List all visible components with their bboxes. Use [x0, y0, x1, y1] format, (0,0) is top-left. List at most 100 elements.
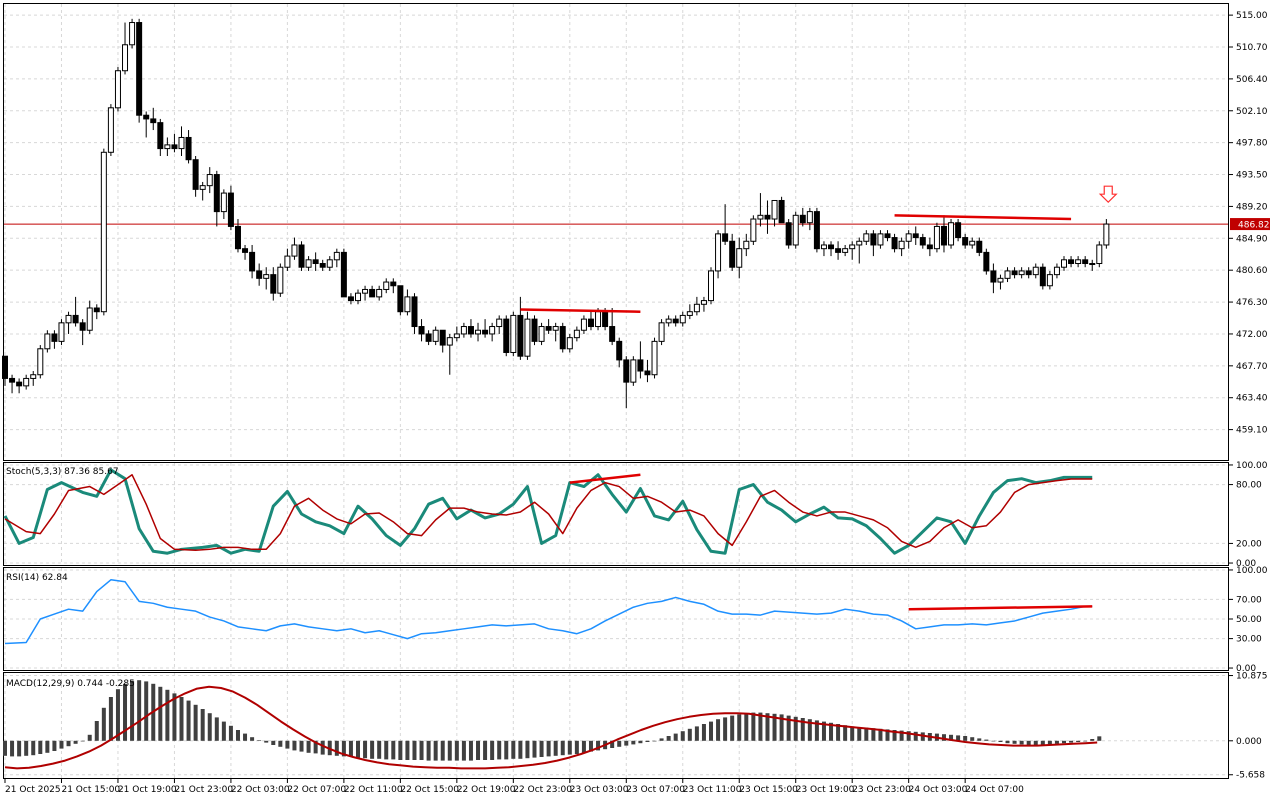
candle-body — [545, 326, 552, 331]
candle-body — [425, 333, 432, 342]
macd-histogram-bar — [716, 719, 721, 741]
price-tick-label: 493.50 — [1236, 171, 1268, 181]
macd-histogram-bar — [638, 740, 643, 744]
macd-histogram-bar — [320, 740, 325, 755]
candle-body — [658, 322, 665, 342]
candle-body — [651, 340, 658, 376]
candle-body — [912, 233, 919, 239]
macd-histogram-bar — [1097, 736, 1102, 741]
macd-histogram-bar — [850, 726, 855, 741]
macd-histogram-bar — [814, 720, 819, 741]
candle-body — [86, 307, 93, 331]
macd-histogram-bar — [172, 693, 177, 741]
rsi-title: RSI(14) 62.84 — [6, 573, 68, 583]
candle-body — [566, 337, 573, 350]
macd-histogram-bar — [384, 740, 389, 760]
candle-body — [609, 326, 616, 342]
candle-body — [482, 329, 489, 335]
macd-histogram-bar — [123, 683, 128, 741]
candle-body — [93, 307, 100, 313]
macd-histogram-bar — [596, 740, 601, 751]
candle-body — [940, 225, 947, 246]
candle-body — [185, 136, 192, 161]
macd-histogram-bar — [454, 740, 459, 761]
candle-body — [764, 214, 771, 220]
macd-histogram-bar — [94, 721, 99, 741]
stoch-tick-label: 80.00 — [1236, 481, 1262, 491]
macd-histogram-bar — [694, 726, 699, 741]
time-label: 22 Oct 07:00 — [287, 785, 346, 795]
macd-histogram-bar — [680, 731, 685, 741]
price-tick-label: 480.60 — [1236, 266, 1268, 276]
candle-body — [65, 314, 72, 324]
macd-histogram-bar — [511, 740, 516, 759]
macd-histogram-bar — [504, 740, 509, 760]
macd-histogram-bar — [984, 739, 989, 741]
macd-histogram-bar — [1076, 740, 1081, 742]
macd-histogram-bar — [610, 740, 615, 748]
candle-body — [743, 240, 750, 250]
macd-histogram-bar — [525, 740, 530, 759]
macd-histogram-bar — [468, 740, 473, 761]
macd-histogram-bar — [476, 740, 481, 760]
macd-histogram-bar — [433, 740, 438, 761]
price-tick-label: 515.00 — [1236, 11, 1268, 21]
time-label: 22 Oct 15:00 — [400, 785, 459, 795]
macd-histogram-bar — [221, 721, 226, 741]
macd-panel-frame — [3, 672, 1229, 779]
macd-histogram-bar — [941, 734, 946, 741]
candle-body — [736, 248, 743, 268]
macd-histogram-bar — [334, 740, 339, 756]
candle-body — [750, 218, 757, 242]
candle-body — [44, 333, 51, 350]
macd-histogram-bar — [546, 740, 551, 757]
candle-body — [129, 22, 136, 46]
macd-histogram-bar — [539, 740, 544, 757]
macd-histogram-bar — [906, 731, 911, 741]
candle-body — [849, 244, 856, 250]
macd-histogram-bar — [38, 740, 43, 754]
candle-body — [23, 377, 30, 387]
macd-histogram-bar — [370, 740, 375, 759]
macd-histogram-bar — [186, 700, 191, 741]
candle-body — [397, 285, 404, 313]
candle-body — [905, 233, 912, 242]
macd-histogram-bar — [765, 713, 770, 741]
macd-histogram-bar — [737, 714, 742, 741]
candle-body — [700, 300, 707, 305]
macd-histogram-bar — [419, 740, 424, 760]
macd-histogram-bar — [560, 740, 565, 756]
macd-signal-line — [4, 685, 1098, 770]
candle-body — [227, 192, 234, 227]
candle-body — [538, 326, 545, 342]
macd-histogram-bar — [377, 740, 382, 759]
price-tick-label: 510.70 — [1236, 43, 1268, 53]
stoch-divergence-line — [569, 473, 641, 484]
price-tick-label: 489.20 — [1236, 202, 1268, 212]
resistance-line — [894, 214, 1072, 221]
candle-body — [962, 237, 969, 246]
macd-histogram-bar — [758, 712, 763, 741]
macd-histogram-bar — [1026, 740, 1031, 745]
macd-histogram-bar — [17, 740, 22, 757]
time-label: 23 Oct 15:00 — [739, 785, 798, 795]
candle-body — [870, 233, 877, 246]
macd-histogram-bar — [87, 734, 92, 741]
candle-body — [432, 329, 439, 342]
candle-body — [305, 259, 312, 268]
candle-body — [256, 270, 263, 279]
macd-histogram-bar — [836, 724, 841, 741]
macd-histogram-bar — [356, 740, 360, 758]
macd-histogram-bar — [857, 727, 862, 741]
macd-histogram-bar — [617, 740, 622, 747]
candle-body — [919, 237, 926, 246]
macd-histogram-bar — [306, 740, 311, 753]
candle-body — [312, 259, 319, 265]
time-label: 23 Oct 11:00 — [683, 785, 742, 795]
macd-layer — [3, 680, 1102, 770]
candle-body — [460, 326, 467, 335]
macd-histogram-bar — [412, 740, 417, 760]
candle-body — [270, 274, 277, 294]
candle-body — [898, 240, 905, 250]
candle-body — [1032, 266, 1039, 276]
